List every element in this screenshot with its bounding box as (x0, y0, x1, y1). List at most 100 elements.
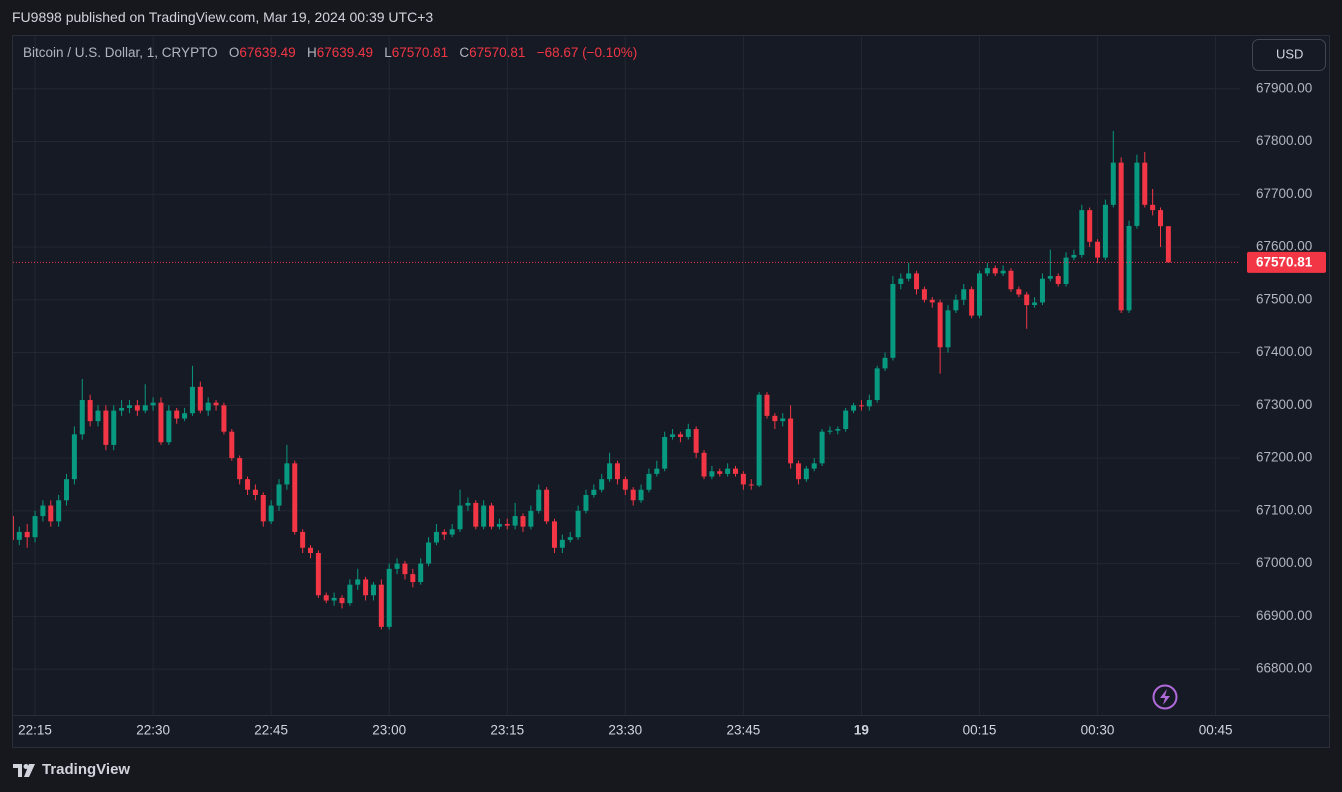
candle-body (764, 394, 770, 416)
x-tick-label: 23:15 (490, 723, 524, 738)
candle-body (473, 502, 479, 527)
candle-body (788, 418, 794, 464)
candle-body (1063, 257, 1069, 284)
legend-letter: H (306, 45, 317, 60)
y-tick-label: 67300.00 (1256, 397, 1312, 412)
candle-body (717, 471, 723, 474)
candle-body (13, 516, 14, 540)
y-tick-label: 66900.00 (1256, 608, 1312, 623)
candle-body (709, 471, 715, 477)
x-tick-label: 23:30 (608, 723, 642, 738)
candle-body (866, 400, 872, 407)
candle-body (1158, 210, 1164, 227)
candle-body (418, 563, 424, 583)
candle-body (410, 574, 416, 583)
last-price-badge (1247, 251, 1326, 273)
x-tick-label: 00:15 (963, 723, 997, 738)
candle-body (237, 458, 243, 480)
candle-body (441, 531, 447, 535)
candle-body (961, 289, 967, 300)
candle-body (969, 289, 975, 316)
candle-body (630, 489, 636, 501)
currency-label[interactable]: USD (1276, 46, 1303, 61)
candle-body (481, 505, 487, 527)
legend-close: 67570.81 (469, 45, 526, 60)
footer-logo: TradingView (42, 761, 131, 778)
candle-body (315, 553, 321, 596)
candle-body (363, 579, 369, 596)
candle-body (252, 489, 258, 495)
candle-body (347, 584, 353, 604)
candle-body (284, 463, 290, 485)
candle-body (1055, 276, 1061, 284)
candle-body (465, 502, 471, 506)
y-tick-label: 67400.00 (1256, 344, 1312, 359)
candle-body (24, 531, 30, 538)
y-tick-label: 67500.00 (1256, 291, 1312, 306)
candle-body (803, 468, 809, 480)
candle-body (205, 402, 211, 411)
legend-high: 67639.49 (316, 45, 373, 60)
candle-body (1008, 270, 1014, 290)
candle-body (733, 468, 739, 474)
candle-body (221, 405, 227, 432)
candle-body (504, 524, 510, 526)
candle-body (992, 268, 998, 274)
candle-body (685, 429, 691, 437)
x-tick-label: 00:45 (1199, 723, 1233, 738)
candle-body (426, 542, 432, 564)
candle-body (945, 310, 951, 348)
candle-body (1071, 254, 1077, 258)
candle-body (795, 463, 801, 480)
candle-body (79, 400, 85, 435)
candle-body (921, 289, 927, 300)
y-tick-label: 67200.00 (1256, 450, 1312, 465)
candle-body (1150, 204, 1156, 211)
candle-body (1110, 162, 1116, 205)
publisher-header: FU9898 published on TradingView.com, Mar… (12, 9, 434, 25)
candle-body (386, 568, 392, 627)
candle-body (583, 494, 589, 511)
lightning-icon[interactable] (1152, 684, 1178, 710)
candle-body (134, 405, 140, 411)
x-tick-label: 23:00 (372, 723, 406, 738)
x-tick-label: 22:30 (136, 723, 170, 738)
candle-body (64, 479, 70, 501)
candle-body (740, 473, 746, 485)
legend-change: −68.67 (−0.10%) (536, 45, 638, 60)
candle-body (87, 400, 93, 422)
candle-body (245, 479, 251, 490)
candle-body (32, 516, 38, 538)
x-tick-label: 23:45 (726, 723, 760, 738)
candle-body (772, 415, 778, 422)
candle-body (1039, 278, 1045, 303)
candle-body (489, 505, 495, 527)
candle-body (819, 431, 825, 464)
candle-body (780, 418, 786, 422)
candle-body (937, 302, 943, 348)
candle-body (748, 484, 754, 486)
candle-body (670, 434, 676, 437)
candle-body (528, 510, 534, 527)
candle-body (591, 489, 597, 495)
candle-body (607, 463, 613, 480)
candle-body (1079, 210, 1085, 255)
candle-body (725, 468, 731, 474)
candle-body (1165, 226, 1171, 263)
symbol-title: Bitcoin / U.S. Dollar, 1, CRYPTO (23, 45, 218, 60)
candle-body (111, 410, 117, 445)
candle-body (95, 410, 101, 422)
candle-body (976, 273, 982, 316)
candle-body (292, 463, 298, 532)
candle-body (906, 273, 912, 279)
candle-body (890, 283, 896, 358)
currency-button[interactable] (1252, 39, 1326, 71)
candles (13, 130, 1240, 630)
candle-body (614, 463, 620, 480)
candle-body (1102, 204, 1108, 258)
candle-body (984, 268, 990, 274)
y-tick-label: 67800.00 (1256, 133, 1312, 148)
candle-body (331, 597, 337, 601)
candle-body (323, 595, 329, 601)
